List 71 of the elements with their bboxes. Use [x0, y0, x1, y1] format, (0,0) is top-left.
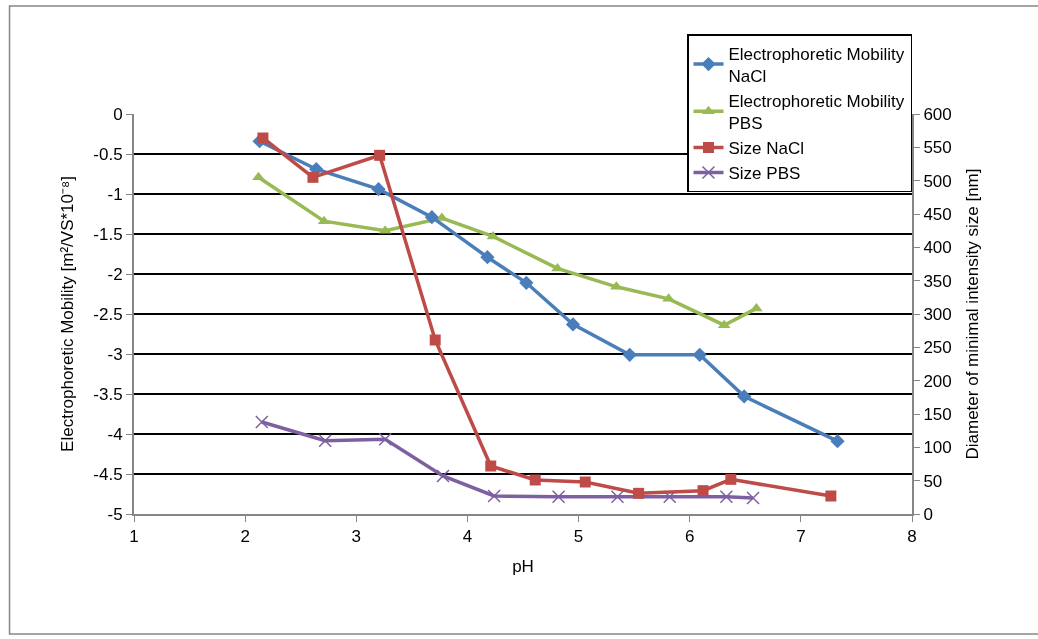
point [487, 489, 501, 503]
y2-tick-label: 600 [923, 104, 952, 124]
y-tick-label: -3.5 [93, 384, 123, 404]
point [610, 489, 625, 504]
y-tick-label: -1 [107, 184, 123, 204]
legend-label: Electrophoretic Mobility PBS [728, 91, 905, 133]
point [480, 250, 495, 265]
point [371, 182, 386, 197]
point [307, 171, 319, 183]
y2-tick-label: 100 [923, 438, 952, 458]
y2-axis-title: Diameter of minimal intensity size [nm] [962, 168, 982, 460]
x-tick-label: 3 [351, 527, 362, 547]
point [485, 460, 497, 472]
y2-tick-label: 550 [923, 138, 952, 158]
legend-label: Size PBS [728, 164, 801, 184]
point [318, 433, 332, 448]
point [374, 149, 386, 161]
point [697, 485, 709, 497]
point [436, 469, 450, 483]
y2-tick-label: 50 [923, 471, 943, 491]
y-tick-label: -3 [107, 344, 123, 364]
y-tick-label: -2 [107, 264, 123, 284]
point [565, 317, 581, 332]
y-axis-title: Electrophoretic Mobility [m²/VS*10⁻⁸] [58, 176, 78, 452]
y2-tick-label: 350 [923, 271, 952, 291]
point [746, 491, 760, 505]
x-tick-label: 7 [796, 527, 806, 547]
y-tick-label: 0 [113, 104, 123, 124]
y2-tick-label: 0 [923, 504, 933, 524]
y-tick-label: -5 [107, 504, 123, 524]
point [424, 210, 440, 225]
y-tick-label: -2.5 [93, 304, 123, 324]
point [830, 434, 845, 449]
point [579, 476, 591, 488]
point [551, 262, 564, 272]
y2-tick-label: 200 [923, 371, 952, 391]
point [692, 347, 707, 362]
y2-tick-label: 250 [923, 338, 952, 358]
y2-tick-label: 500 [923, 171, 952, 191]
y-tick-label: -4.5 [93, 464, 123, 484]
y-tick-label: -0.5 [93, 144, 123, 164]
y2-tick-label: 150 [923, 404, 952, 424]
point [737, 389, 752, 404]
x-tick-label: 8 [907, 527, 917, 547]
point [519, 275, 534, 290]
point [825, 490, 837, 502]
point [257, 132, 269, 144]
x-tick-label: 6 [684, 527, 695, 547]
point [719, 489, 734, 504]
x-tick-label: 4 [462, 527, 473, 547]
point [378, 432, 392, 447]
y2-tick-label: 300 [923, 304, 952, 324]
legend-label: Electrophoretic Mobility NaCl [728, 44, 905, 86]
x-tick-label: 5 [573, 527, 584, 547]
point [486, 230, 500, 240]
point [429, 334, 441, 346]
point [633, 487, 645, 499]
y-tick-label: -4 [107, 424, 123, 444]
point [725, 473, 737, 485]
point [255, 415, 269, 429]
point [750, 302, 763, 312]
legend-label: Size NaCl [728, 139, 805, 159]
point [622, 347, 637, 362]
x-axis-title: pH [512, 557, 534, 577]
x-tick-label: 2 [240, 527, 250, 547]
point [551, 489, 566, 504]
y2-tick-label: 450 [923, 204, 952, 224]
x-tick-label: 1 [129, 527, 139, 547]
y2-tick-label: 400 [923, 238, 952, 258]
point [529, 474, 541, 486]
y-tick-label: -1.5 [93, 224, 123, 244]
